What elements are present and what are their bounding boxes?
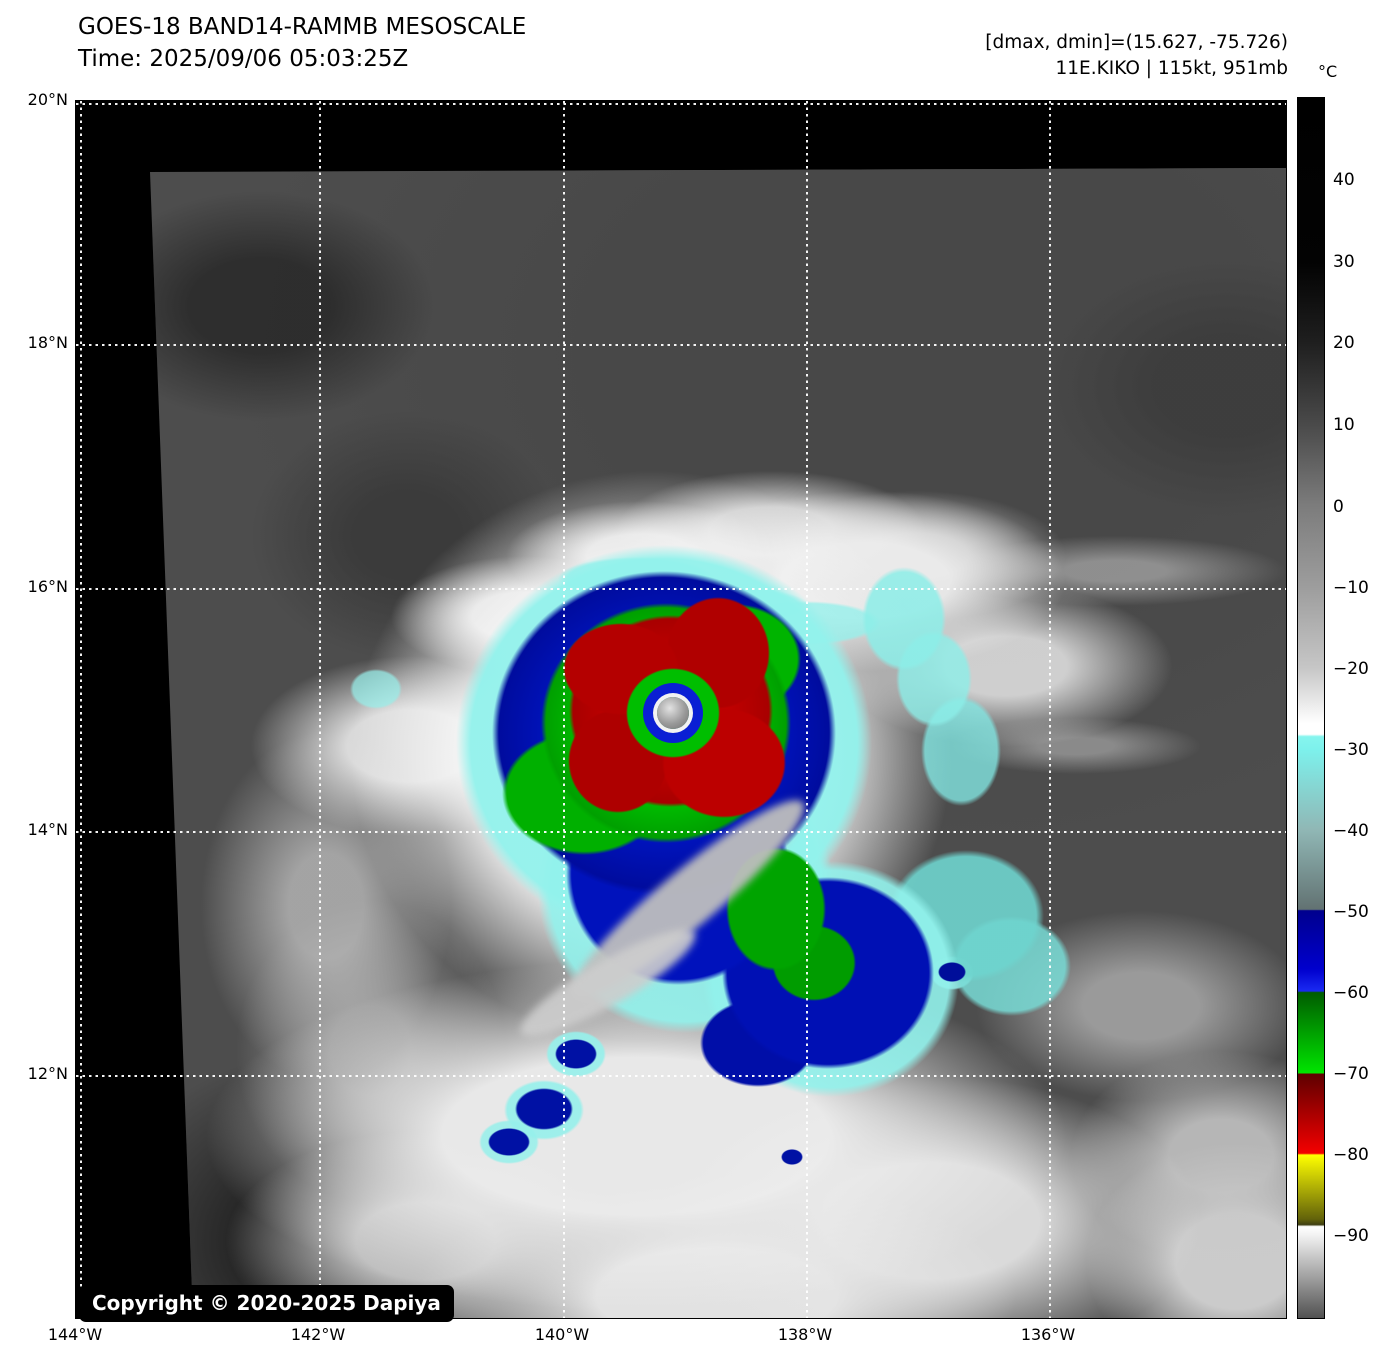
colorbar-tick-m60: −60 <box>1333 983 1369 1003</box>
lon-tick-142w: 142°W <box>290 1325 346 1344</box>
gridline-14n <box>76 831 1286 833</box>
lon-tick-140w: 140°W <box>534 1325 590 1344</box>
timestamp-label: Time: 2025/09/06 05:03:25Z <box>78 46 409 72</box>
gridline-18n <box>76 344 1286 346</box>
colorbar-tick-0: 0 <box>1333 497 1344 517</box>
dmax-dmin-label: [dmax, dmin]=(15.627, -75.726) <box>985 32 1288 53</box>
gridline-142w <box>319 101 321 1318</box>
page-title: GOES-18 BAND14-RAMMB MESOSCALE <box>78 14 527 40</box>
lon-tick-136w: 136°W <box>1020 1325 1076 1344</box>
colorbar-tick-10: 10 <box>1333 415 1355 435</box>
lat-tick-12n: 12°N <box>27 1064 68 1083</box>
lat-tick-14n: 14°N <box>27 820 68 839</box>
gridline-12n <box>76 1075 1286 1077</box>
colorbar-tick-40: 40 <box>1333 170 1355 190</box>
gridline-138w <box>806 101 808 1318</box>
copyright-badge: Copyright © 2020-2025 Dapiya <box>79 1285 454 1322</box>
gridline-140w <box>563 101 565 1318</box>
lat-tick-16n: 16°N <box>27 577 68 596</box>
header-annotations: [dmax, dmin]=(15.627, -75.726) 11E.KIKO … <box>850 30 1288 82</box>
colorbar-tick-m90: −90 <box>1333 1226 1369 1246</box>
colorbar-tick-m20: −20 <box>1333 659 1369 679</box>
lon-tick-138w: 138°W <box>777 1325 833 1344</box>
storm-info-label: 11E.KIKO | 115kt, 951mb <box>1055 58 1289 79</box>
gridline-16n <box>76 588 1286 590</box>
colorbar-tick-m10: −10 <box>1333 578 1369 598</box>
colorbar-tick-m30: −30 <box>1333 740 1369 760</box>
colorbar-tick-m80: −80 <box>1333 1145 1369 1165</box>
storm-eye <box>657 697 689 729</box>
lat-tick-18n: 18°N <box>27 333 68 352</box>
colorbar-unit-label: °C <box>1318 62 1338 81</box>
lat-tick-20n: 20°N <box>27 90 68 109</box>
colorbar-tick-m40: −40 <box>1333 821 1369 841</box>
gridline-20n <box>76 103 1286 105</box>
gridline-136w <box>1049 101 1051 1318</box>
colorbar-tick-m70: −70 <box>1333 1064 1369 1084</box>
colorbar-tick-30: 30 <box>1333 252 1355 272</box>
gridline-144w <box>80 101 82 1318</box>
ir-color-overlay <box>150 168 1286 1318</box>
colorbar-tick-20: 20 <box>1333 333 1355 353</box>
map-plot: Copyright © 2020-2025 Dapiya <box>75 100 1287 1322</box>
lon-tick-144w: 144°W <box>47 1325 103 1344</box>
colorbar-gradient <box>1297 97 1325 1319</box>
satellite-image <box>150 168 1286 1318</box>
colorbar-tick-m50: −50 <box>1333 902 1369 922</box>
